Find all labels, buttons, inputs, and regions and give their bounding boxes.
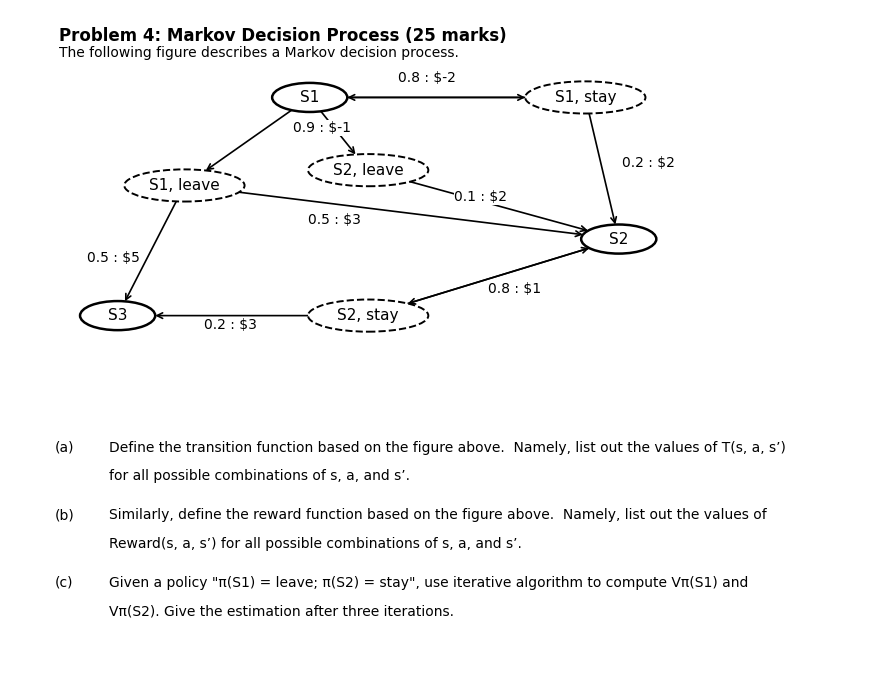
Ellipse shape [272, 83, 347, 112]
Text: S2, stay: S2, stay [337, 308, 399, 323]
Text: S1, stay: S1, stay [554, 90, 615, 105]
Text: S1, leave: S1, leave [149, 178, 220, 193]
Text: 0.2 : $3: 0.2 : $3 [203, 318, 256, 332]
Text: Reward(s, a, s’) for all possible combinations of s, a, and s’.: Reward(s, a, s’) for all possible combin… [109, 537, 521, 551]
Text: 0.8 : $-2: 0.8 : $-2 [397, 71, 455, 86]
Text: Problem 4: Markov Decision Process (25 marks): Problem 4: Markov Decision Process (25 m… [59, 26, 507, 45]
Ellipse shape [525, 81, 645, 113]
Ellipse shape [80, 301, 155, 330]
Ellipse shape [580, 225, 655, 253]
Ellipse shape [124, 169, 244, 202]
Text: S3: S3 [108, 308, 127, 323]
Text: Define the transition function based on the figure above.  Namely, list out the : Define the transition function based on … [109, 441, 786, 455]
Text: S1: S1 [300, 90, 319, 105]
Ellipse shape [308, 299, 428, 332]
Text: 0.5 : $5: 0.5 : $5 [87, 251, 140, 265]
Text: Given a policy "π(S1) = leave; π(S2) = stay", use iterative algorithm to compute: Given a policy "π(S1) = leave; π(S2) = s… [109, 576, 748, 590]
Text: (a): (a) [55, 441, 75, 455]
Text: The following figure describes a Markov decision process.: The following figure describes a Markov … [59, 46, 459, 60]
Text: Vπ(S2). Give the estimation after three iterations.: Vπ(S2). Give the estimation after three … [109, 604, 454, 618]
Text: S2: S2 [608, 232, 627, 246]
Text: (b): (b) [55, 508, 75, 523]
Ellipse shape [308, 154, 428, 187]
Text: 0.9 : $-1: 0.9 : $-1 [293, 121, 351, 135]
Text: (c): (c) [55, 576, 73, 590]
Text: 0.2 : $2: 0.2 : $2 [620, 155, 673, 170]
Text: Similarly, define the reward function based on the figure above.  Namely, list o: Similarly, define the reward function ba… [109, 508, 766, 523]
Text: 0.8 : $1: 0.8 : $1 [488, 282, 541, 296]
Text: 0.1 : $2: 0.1 : $2 [454, 190, 507, 204]
Text: S2, leave: S2, leave [333, 163, 403, 177]
Text: for all possible combinations of s, a, and s’.: for all possible combinations of s, a, a… [109, 470, 410, 484]
Text: 0.5 : $3: 0.5 : $3 [308, 213, 361, 227]
